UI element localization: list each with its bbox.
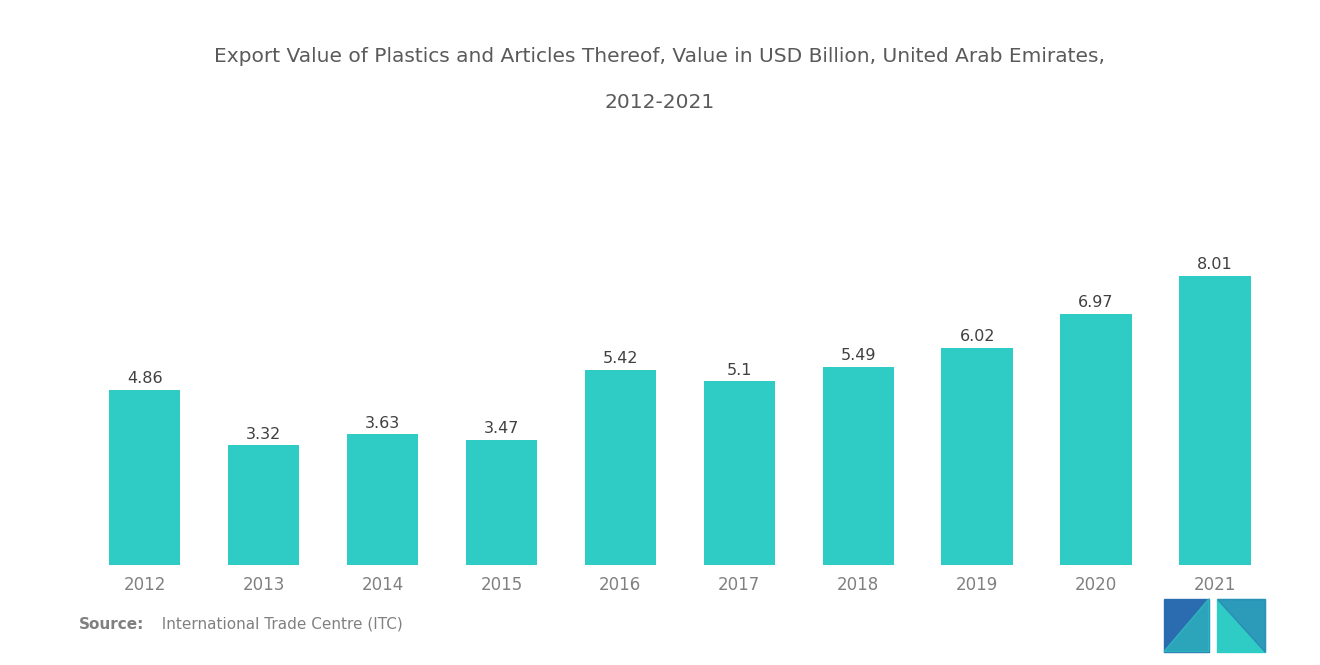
Text: 2012-2021: 2012-2021 [605, 93, 715, 112]
Bar [110, 390, 181, 565]
Polygon shape [1217, 598, 1265, 652]
Text: International Trade Centre (ITC): International Trade Centre (ITC) [152, 616, 403, 632]
Text: 6.97: 6.97 [1078, 295, 1114, 310]
Polygon shape [1164, 598, 1209, 652]
Text: 5.1: 5.1 [726, 362, 752, 378]
Text: 4.86: 4.86 [127, 371, 162, 386]
Text: 3.63: 3.63 [364, 416, 400, 431]
Text: 3.32: 3.32 [246, 427, 281, 442]
Polygon shape [1217, 598, 1265, 652]
Text: 6.02: 6.02 [960, 329, 995, 344]
Bar [822, 367, 894, 565]
Text: 8.01: 8.01 [1197, 257, 1233, 273]
Text: 5.42: 5.42 [603, 351, 638, 366]
Bar [466, 440, 537, 565]
Bar [228, 446, 300, 565]
Text: Source:: Source: [79, 616, 145, 632]
Bar [941, 348, 1012, 565]
Polygon shape [1164, 598, 1209, 652]
Bar [1179, 276, 1250, 565]
Bar [347, 434, 418, 565]
Text: 3.47: 3.47 [483, 422, 519, 436]
Bar [704, 381, 775, 565]
Bar [585, 370, 656, 565]
Text: 5.49: 5.49 [841, 348, 876, 364]
Text: Export Value of Plastics and Articles Thereof, Value in USD Billion, United Arab: Export Value of Plastics and Articles Th… [214, 47, 1106, 66]
Bar [1060, 314, 1131, 565]
